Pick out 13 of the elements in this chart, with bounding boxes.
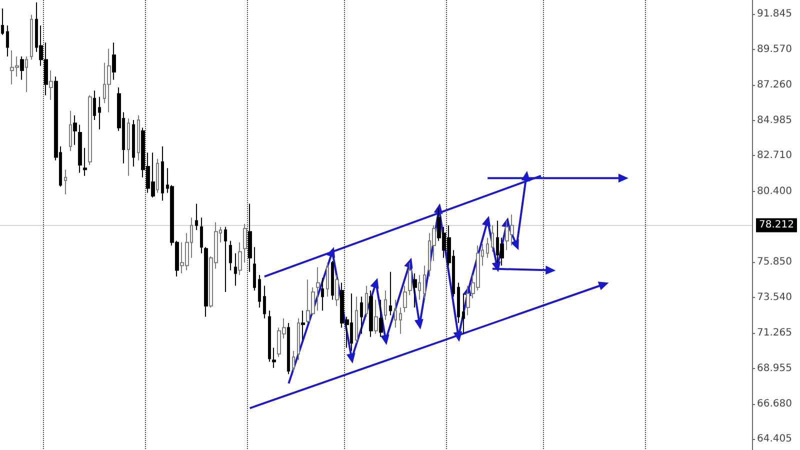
y-tick-label: 75.850 — [757, 256, 792, 268]
y-tick-label: 89.570 — [757, 44, 792, 55]
y-tick-label: 82.710 — [757, 150, 792, 162]
y-tick-label: 73.540 — [757, 292, 792, 304]
y-tick-label: 66.680 — [757, 398, 792, 410]
y-tick-label: 68.955 — [757, 363, 792, 374]
y-tick-label: 71.265 — [757, 327, 792, 338]
y-tick-label: 64.405 — [757, 434, 792, 445]
y-tick-label: 84.985 — [757, 114, 792, 126]
ref-line-label: 78.212 — [759, 220, 794, 231]
y-tick-label: 80.400 — [757, 186, 792, 197]
y-tick-label: 87.260 — [757, 80, 792, 91]
y-tick-label: 91.845 — [757, 8, 792, 20]
